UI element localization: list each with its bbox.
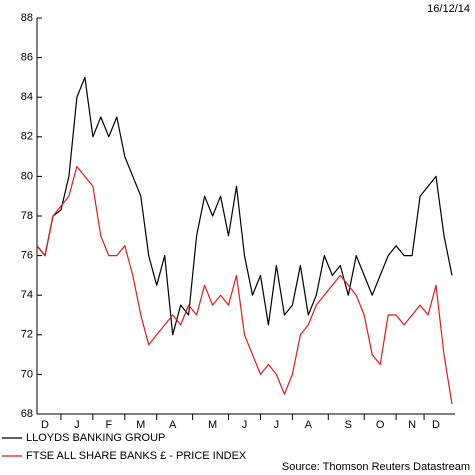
y-tick-label: 70 xyxy=(21,368,33,380)
series-line xyxy=(36,76,453,336)
y-tick-label: 72 xyxy=(21,329,33,341)
legend-label: LLOYDS BANKING GROUP xyxy=(26,432,165,444)
y-tick-label: 82 xyxy=(21,131,33,143)
y-tick-label: 80 xyxy=(21,170,33,182)
legend-label: FTSE ALL SHARE BANKS £ - PRICE INDEX xyxy=(26,450,247,462)
y-tick-label: 84 xyxy=(21,91,33,103)
date-label: 16/12/14 xyxy=(427,3,470,15)
x-tick-label: J xyxy=(242,419,248,431)
series-line xyxy=(36,165,453,405)
y-tick-label: 68 xyxy=(21,408,33,420)
x-tick-label: M xyxy=(208,419,217,431)
x-tick-label: D xyxy=(41,419,49,431)
x-tick-label: J xyxy=(74,419,80,431)
y-tick-label: 76 xyxy=(21,250,33,262)
y-tick-label: 78 xyxy=(21,210,33,222)
x-tick-label: J xyxy=(274,419,280,431)
x-tick-label: M xyxy=(136,419,145,431)
y-tick-label: 86 xyxy=(21,52,33,64)
x-tick-label: D xyxy=(432,419,440,431)
y-tick-label: 74 xyxy=(21,289,33,301)
x-tick-label: S xyxy=(345,419,352,431)
x-tick-label: A xyxy=(305,419,313,431)
x-tick-label: N xyxy=(408,419,416,431)
x-tick-label: A xyxy=(169,419,177,431)
x-tick-label: O xyxy=(376,419,385,431)
x-tick-label: F xyxy=(105,419,112,431)
source: Source: Thomson Reuters Datastream xyxy=(282,461,470,473)
y-tick-label: 88 xyxy=(21,12,33,24)
